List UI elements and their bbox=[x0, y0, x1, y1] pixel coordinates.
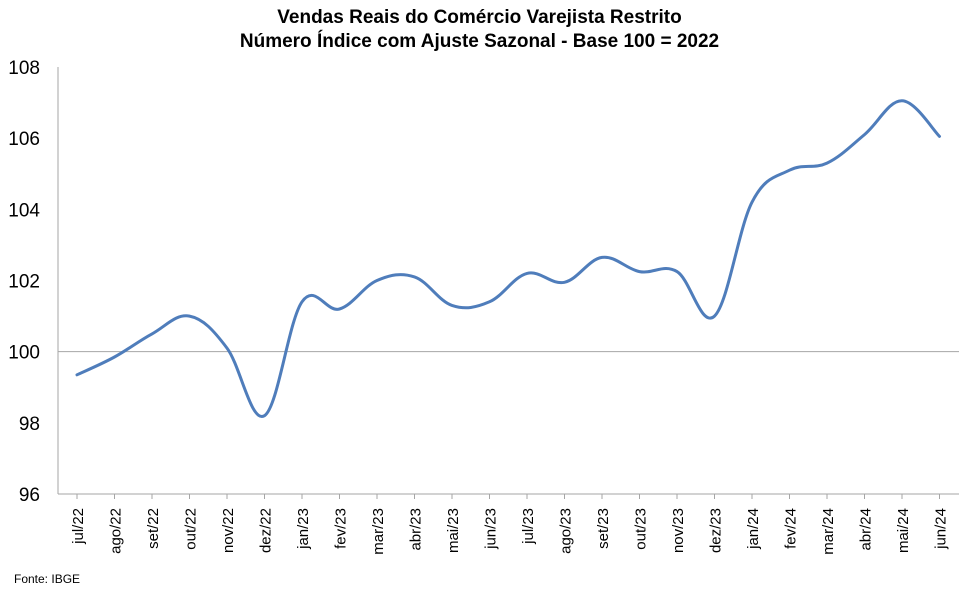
y-tick-label: 100 bbox=[8, 343, 40, 364]
x-tick-label: set/22 bbox=[145, 508, 162, 549]
x-tick-label: mar/23 bbox=[370, 508, 387, 555]
x-tick-label: fev/24 bbox=[783, 508, 800, 549]
y-tick-label: 96 bbox=[19, 485, 40, 506]
y-tick-label: 102 bbox=[8, 272, 40, 293]
x-tick-label: dez/22 bbox=[258, 508, 275, 553]
chart-subtitle: Número Índice com Ajuste Sazonal - Base … bbox=[239, 31, 720, 52]
x-tick-label: dez/23 bbox=[708, 508, 725, 553]
x-tick-label: abr/24 bbox=[858, 508, 875, 551]
series-line bbox=[75, 99, 941, 418]
chart-title: Vendas Reais do Comércio Varejista Restr… bbox=[277, 7, 682, 28]
x-tick-label: jul/22 bbox=[70, 508, 87, 545]
x-tick-label: ago/23 bbox=[558, 508, 575, 554]
x-tick-label: jun/23 bbox=[483, 508, 500, 550]
x-tick-label: nov/22 bbox=[220, 508, 237, 553]
x-tick-label: set/23 bbox=[595, 508, 612, 549]
x-tick-label: jul/23 bbox=[520, 508, 537, 545]
x-tick-label: mai/24 bbox=[895, 508, 912, 553]
x-tick-label: mar/24 bbox=[820, 508, 837, 555]
chart-title-block: Vendas Reais do Comércio Varejista Restr… bbox=[0, 6, 959, 54]
y-tick-label: 98 bbox=[19, 414, 40, 435]
x-tick-label: nov/23 bbox=[670, 508, 687, 553]
x-tick-label: out/23 bbox=[633, 508, 650, 550]
x-tick-label: abr/23 bbox=[408, 508, 425, 551]
y-tick-label: 104 bbox=[8, 200, 40, 221]
x-tick-label: fev/23 bbox=[333, 508, 350, 549]
x-tick-label: mai/23 bbox=[445, 508, 462, 553]
x-tick-label: ago/22 bbox=[108, 508, 125, 554]
x-tick-label: jan/24 bbox=[745, 508, 762, 550]
y-tick-label: 106 bbox=[8, 129, 40, 150]
source-note: Fonte: IBGE bbox=[14, 572, 81, 586]
x-tick-label: out/22 bbox=[183, 508, 200, 550]
x-tick-label: jan/23 bbox=[295, 508, 312, 550]
y-tick-label: 108 bbox=[8, 58, 40, 79]
x-tick-label: jun/24 bbox=[933, 508, 950, 550]
